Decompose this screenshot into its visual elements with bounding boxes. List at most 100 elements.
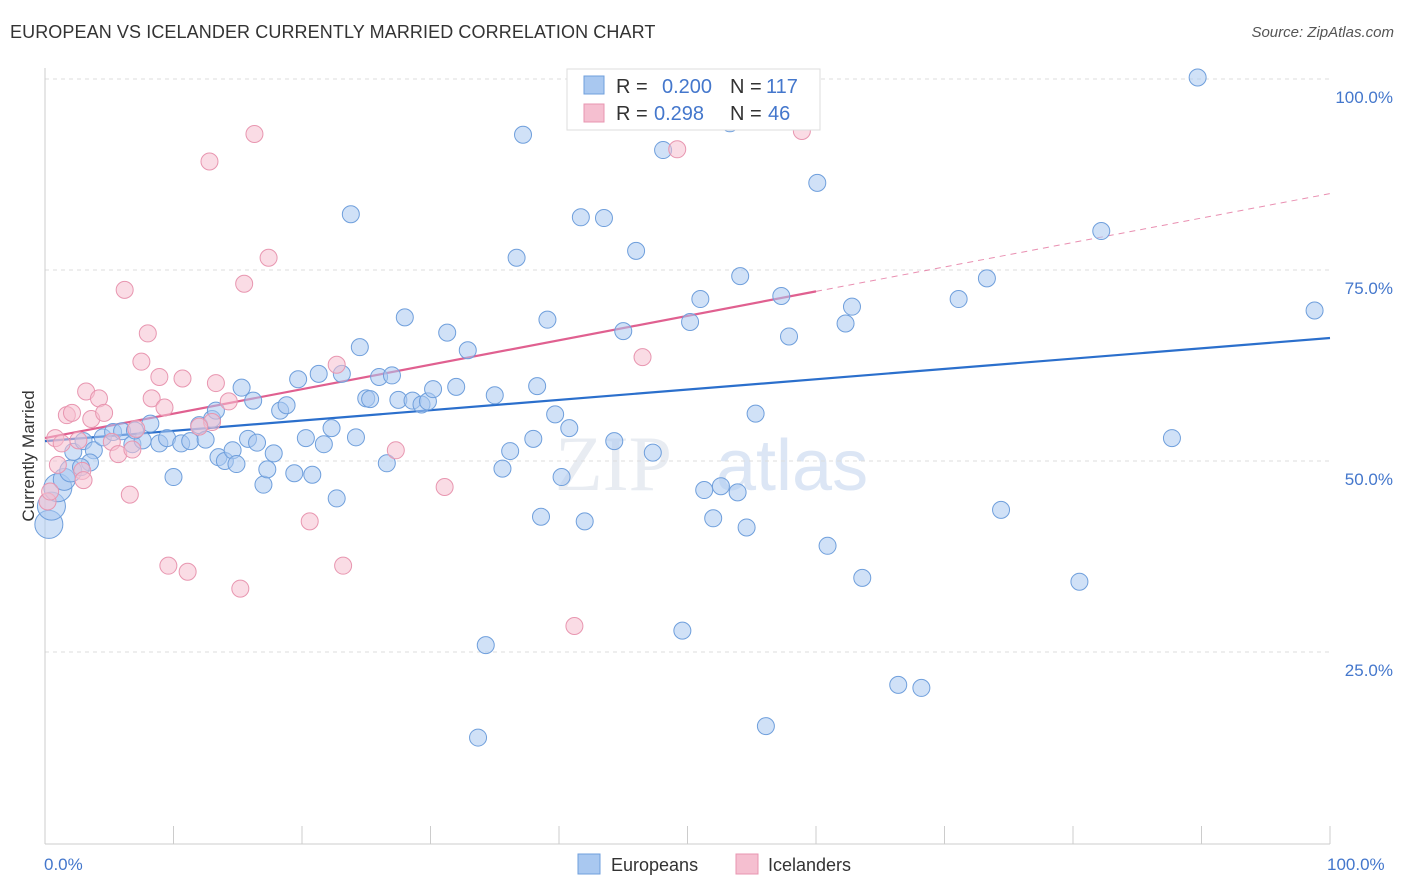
europeans-point [731, 267, 750, 286]
europeans-point [458, 341, 477, 360]
icelanders-point [123, 440, 142, 459]
icelanders-point [52, 434, 71, 453]
icelanders-point [245, 125, 264, 144]
europeans-point [992, 500, 1011, 519]
europeans-point [469, 728, 488, 747]
europeans-point [424, 380, 443, 399]
europeans-points [34, 68, 1324, 747]
europeans-point [808, 173, 827, 192]
europeans-point [493, 459, 512, 478]
legend-r-label-europeans: R = [616, 76, 648, 98]
icelanders-point [69, 431, 88, 450]
europeans-point [181, 432, 200, 451]
y-axis-label: Currently Married [19, 390, 38, 521]
bottom-legend-swatch-europeans [577, 853, 601, 875]
icelanders-point [231, 579, 250, 598]
icelanders-point [178, 562, 197, 581]
europeans-point [1188, 68, 1207, 87]
icelanders-point [159, 556, 178, 575]
icelanders-point [150, 367, 169, 386]
legend-r-value-europeans: 0.200 [662, 76, 712, 98]
europeans-point [949, 290, 968, 309]
europeans-point [501, 442, 520, 461]
europeans-point [594, 209, 613, 228]
europeans-point [1162, 429, 1181, 448]
europeans-point [476, 636, 495, 655]
europeans-point [524, 429, 543, 448]
series-legend: Europeans Icelanders [577, 853, 851, 875]
europeans-point [382, 366, 401, 385]
europeans-point [244, 391, 263, 410]
europeans-point [691, 290, 710, 309]
icelanders-point [334, 556, 353, 575]
icelanders-point [138, 324, 157, 343]
europeans-point [546, 405, 565, 424]
europeans-point [605, 432, 624, 451]
icelanders-point [565, 617, 584, 636]
icelanders-point [633, 348, 652, 367]
europeans-point [1305, 301, 1324, 320]
europeans-point [350, 338, 369, 357]
europeans-point [1092, 222, 1111, 241]
icelanders-point [219, 392, 238, 411]
europeans-point [227, 455, 246, 474]
europeans-point [507, 248, 526, 267]
europeans-point [232, 378, 251, 397]
europeans-point [361, 390, 380, 409]
grid-lines [45, 78, 1330, 653]
europeans-point [264, 444, 283, 463]
europeans-point [309, 364, 328, 383]
europeans-point [853, 568, 872, 587]
legend-n-label-europeans: N = [730, 76, 762, 98]
icelanders-point [300, 512, 319, 531]
icelanders-point [74, 471, 93, 490]
europeans-point [327, 489, 346, 508]
icelanders-trend-line [44, 290, 817, 440]
europeans-point [704, 509, 723, 528]
europeans-point [377, 454, 396, 473]
europeans-point [438, 323, 457, 342]
europeans-point [912, 678, 931, 697]
icelanders-point [41, 482, 60, 501]
europeans-point [322, 419, 341, 438]
europeans-point [254, 475, 273, 494]
icelanders-point [132, 352, 151, 371]
icelanders-point [668, 140, 687, 159]
europeans-point [164, 468, 183, 487]
europeans-point [538, 310, 557, 329]
europeans-point [532, 507, 551, 526]
icelanders-point [173, 369, 192, 388]
icelanders-point [327, 355, 346, 374]
icelanders-trend-extension [815, 193, 1331, 292]
europeans-point [346, 428, 365, 447]
europeans-point [303, 465, 322, 484]
europeans-point [314, 435, 333, 454]
europeans-point [772, 286, 791, 305]
europeans-point [277, 396, 296, 415]
y-tick-labels: 25.0% 50.0% 75.0% 100.0% [1335, 88, 1393, 680]
europeans-point [289, 370, 308, 389]
icelanders-point [200, 152, 219, 171]
legend-r-label-icelanders: R = [616, 103, 648, 125]
europeans-point [889, 675, 908, 694]
europeans-point [614, 322, 633, 341]
europeans-point [1070, 572, 1089, 591]
legend-r-value-icelanders: 0.298 [654, 103, 704, 125]
europeans-point [395, 308, 414, 327]
legend-n-value-icelanders: 46 [768, 103, 790, 125]
legend-box [566, 68, 821, 131]
icelanders-point [206, 374, 225, 393]
europeans-point [341, 205, 360, 224]
europeans-point [447, 377, 466, 396]
europeans-point [575, 512, 594, 531]
europeans-point [258, 460, 277, 479]
europeans-point [571, 208, 590, 227]
europeans-point [728, 483, 747, 502]
x-tick-label-max: 100.0% [1327, 855, 1385, 874]
y-tick-label: 50.0% [1345, 470, 1393, 489]
bottom-legend-swatch-icelanders [735, 853, 759, 875]
bottom-legend-icelanders: Icelanders [768, 855, 851, 875]
icelanders-point [235, 274, 254, 293]
y-tick-label: 100.0% [1335, 88, 1393, 107]
